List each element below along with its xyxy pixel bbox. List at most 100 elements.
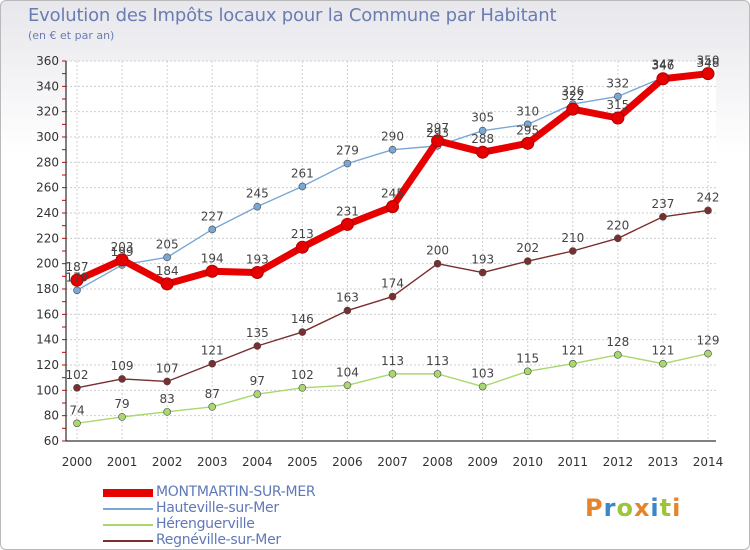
- data-label: 135: [246, 326, 269, 340]
- logo-letter: P: [585, 494, 604, 522]
- data-point: [73, 286, 81, 295]
- data-label: 121: [651, 344, 674, 358]
- x-tick-label: 2011: [558, 455, 589, 469]
- y-tick-label: 80: [44, 409, 59, 423]
- legend-label: Hauteville-sur-Mer: [156, 500, 279, 516]
- proxiti-logo: Proxiti: [585, 494, 681, 522]
- data-point: [295, 240, 309, 254]
- data-point: [704, 206, 712, 215]
- data-label: 245: [381, 187, 404, 201]
- series-h-renguerville: [73, 349, 712, 428]
- logo-letter: i: [650, 494, 660, 522]
- data-label: 220: [606, 218, 629, 232]
- data-label: 79: [114, 397, 129, 411]
- data-label: 213: [291, 227, 314, 241]
- data-label: 288: [471, 132, 494, 146]
- data-point: [298, 182, 307, 191]
- legend-swatch: [103, 540, 153, 542]
- x-tick-label: 2012: [603, 455, 634, 469]
- data-label: 237: [651, 197, 674, 211]
- data-label: 194: [201, 251, 224, 265]
- logo-letter: r: [603, 494, 617, 522]
- data-label: 242: [697, 190, 720, 204]
- data-point: [208, 359, 217, 368]
- data-point: [340, 217, 354, 231]
- data-label: 245: [246, 187, 269, 201]
- data-label: 290: [381, 130, 404, 144]
- data-label: 179: [66, 270, 89, 284]
- data-point: [614, 351, 622, 359]
- x-tick-label: 2004: [242, 455, 273, 469]
- x-tick-label: 2005: [287, 455, 318, 469]
- data-point: [614, 234, 622, 243]
- data-point: [478, 382, 487, 391]
- data-point: [298, 328, 307, 336]
- data-label: 121: [201, 344, 224, 358]
- data-point: [208, 225, 217, 234]
- x-tick-label: 2001: [107, 455, 138, 469]
- data-point: [343, 159, 352, 168]
- data-label: 107: [156, 361, 179, 375]
- data-label: 348: [697, 56, 720, 70]
- y-tick-label: 260: [36, 181, 59, 195]
- y-tick-label: 120: [36, 358, 59, 372]
- data-point: [566, 102, 580, 116]
- logo-letter: o: [616, 494, 634, 522]
- data-label: 97: [250, 374, 265, 388]
- legend-swatch: [103, 524, 153, 526]
- data-label: 129: [697, 334, 720, 348]
- data-label: 346: [651, 59, 674, 73]
- data-point: [523, 120, 532, 129]
- x-tick-label: 2003: [197, 455, 228, 469]
- chart-subtitle: (en € et par an): [28, 29, 115, 42]
- y-tick-label: 60: [44, 434, 59, 448]
- x-tick-label: 2002: [152, 455, 183, 469]
- y-tick-label: 320: [36, 105, 59, 119]
- data-label: 297: [426, 121, 449, 135]
- x-tick-label: 2013: [648, 455, 679, 469]
- data-label: 146: [291, 312, 314, 326]
- data-label: 295: [516, 123, 539, 137]
- data-label: 202: [516, 241, 539, 255]
- series-regn-ville-sur-mer: [73, 206, 712, 392]
- data-point: [478, 126, 487, 135]
- data-label: 193: [471, 253, 494, 267]
- chart-title: Evolution des Impôts locaux pour la Comm…: [28, 5, 557, 26]
- data-label: 261: [291, 166, 314, 180]
- data-point: [568, 359, 577, 368]
- data-point: [205, 264, 219, 278]
- data-point: [73, 383, 81, 392]
- data-point: [433, 370, 442, 378]
- data-point: [523, 367, 532, 376]
- data-point: [160, 277, 174, 291]
- data-point: [388, 370, 397, 378]
- data-point: [343, 381, 352, 390]
- data-point: [253, 202, 262, 211]
- data-label: 115: [516, 351, 539, 365]
- data-label: 279: [336, 144, 359, 158]
- data-label: 203: [111, 240, 134, 254]
- data-point: [70, 273, 84, 287]
- data-label: 121: [561, 344, 584, 358]
- y-tick-label: 180: [36, 282, 59, 296]
- data-point: [250, 266, 264, 280]
- legend-label: Hérenguerville: [156, 516, 255, 532]
- data-label: 199: [111, 245, 134, 259]
- data-point: [118, 375, 126, 383]
- y-tick-label: 360: [36, 54, 59, 68]
- data-label: 227: [201, 209, 224, 223]
- data-label: 163: [336, 291, 359, 305]
- data-label: 205: [156, 237, 179, 251]
- data-point: [476, 145, 490, 159]
- data-point: [388, 292, 397, 301]
- legend-swatch: [103, 508, 153, 510]
- data-point: [115, 253, 129, 267]
- data-label: 128: [606, 335, 629, 349]
- data-point: [656, 72, 670, 86]
- y-tick-label: 340: [36, 79, 59, 93]
- data-point: [73, 419, 81, 428]
- data-point: [163, 253, 171, 262]
- data-label: 193: [246, 253, 269, 267]
- data-label: 104: [336, 365, 359, 379]
